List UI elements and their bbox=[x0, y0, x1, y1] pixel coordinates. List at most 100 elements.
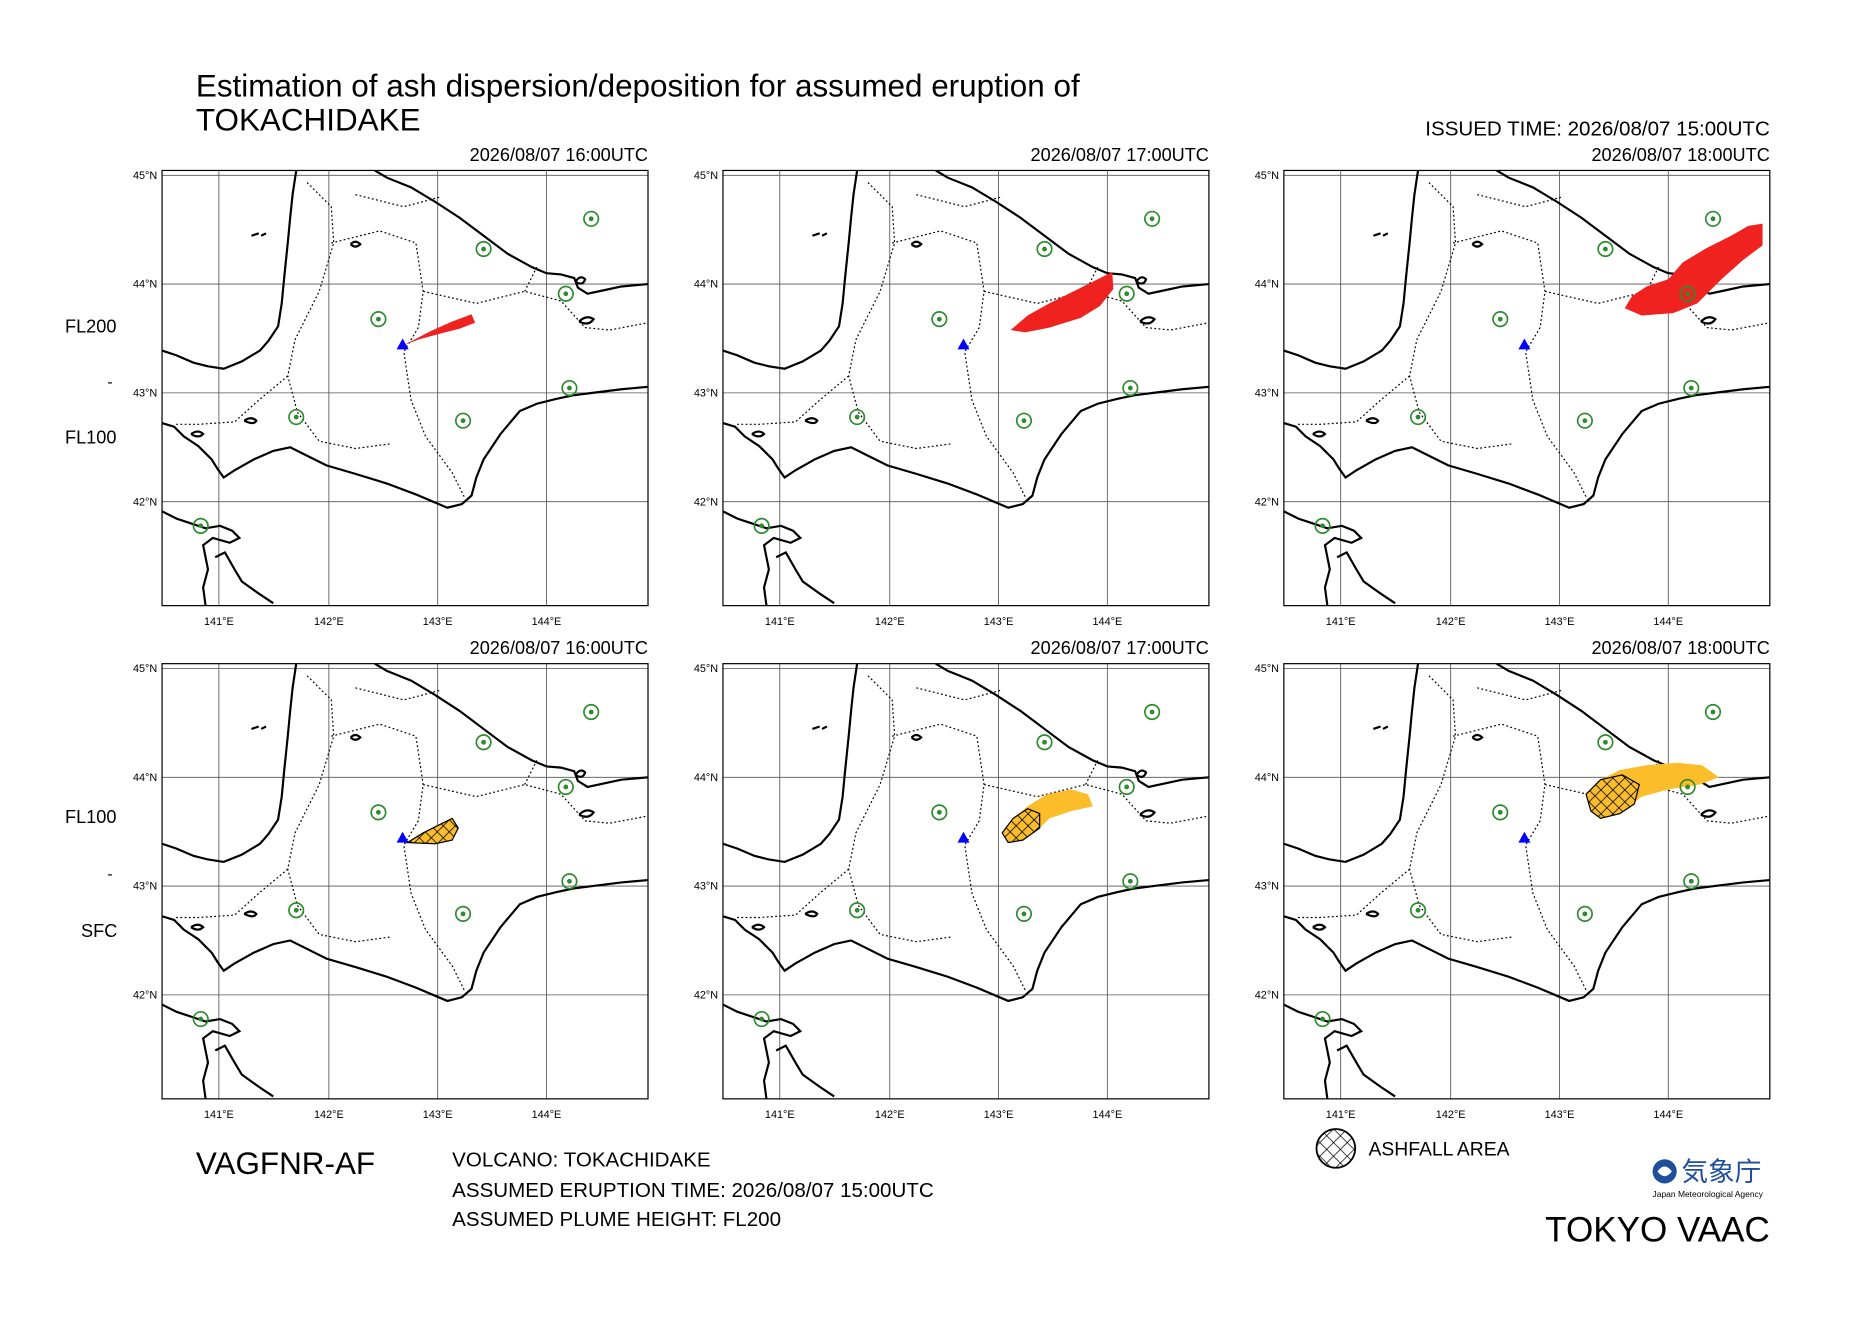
coastline bbox=[935, 170, 1209, 295]
coastline bbox=[1471, 240, 1484, 248]
map-panel: 2026/08/07 16:00UTC 45°N 44°N 43°N 42°N 141°E… bbox=[133, 145, 649, 628]
volcano-marker bbox=[396, 338, 409, 350]
lat-label: 43°N bbox=[1255, 388, 1279, 400]
lat-label: 45°N bbox=[694, 170, 718, 182]
coastline bbox=[1135, 276, 1148, 285]
coastline bbox=[1496, 663, 1770, 789]
station-dot bbox=[1497, 809, 1503, 815]
station-ring bbox=[583, 210, 600, 227]
station-ring bbox=[1409, 408, 1427, 426]
coastline bbox=[1700, 316, 1717, 325]
station-dot bbox=[1415, 414, 1421, 420]
lat-label: 42°N bbox=[694, 496, 718, 508]
station-dot bbox=[936, 316, 942, 322]
coastline bbox=[722, 510, 803, 606]
panel-time: 2026/08/07 16:00UTC bbox=[470, 145, 648, 165]
lon-label: 144°E bbox=[1653, 616, 1683, 628]
station-ring bbox=[1597, 734, 1614, 751]
coastline bbox=[162, 1003, 242, 1099]
coastline bbox=[578, 809, 596, 818]
map-content bbox=[722, 663, 1209, 1099]
lon-label: 141°E bbox=[1326, 616, 1356, 628]
station-dot bbox=[481, 739, 487, 745]
station-ring bbox=[1492, 804, 1509, 821]
lat-label: 44°N bbox=[133, 279, 157, 291]
coastline bbox=[1471, 733, 1484, 741]
ashfall-area bbox=[1585, 774, 1640, 820]
row-label: SFC bbox=[81, 921, 117, 941]
station-ring bbox=[1409, 902, 1427, 919]
lon-label: 144°E bbox=[1093, 616, 1123, 628]
coastline bbox=[722, 170, 859, 370]
lat-label: 43°N bbox=[133, 388, 157, 400]
station-dot bbox=[1602, 246, 1608, 252]
station-ring bbox=[849, 902, 866, 919]
boundary bbox=[423, 783, 649, 824]
title: Estimation of ash dispersion/deposition … bbox=[196, 69, 1080, 104]
plume-height: ASSUMED PLUME HEIGHT: FL200 bbox=[452, 1208, 781, 1231]
station-ring bbox=[1314, 1010, 1331, 1028]
station-ring bbox=[1492, 311, 1509, 328]
panel-frame bbox=[1283, 663, 1771, 1100]
lat-label: 44°N bbox=[694, 279, 718, 291]
panel-frame bbox=[161, 663, 649, 1100]
station-ring bbox=[475, 734, 492, 751]
station-ring bbox=[1314, 517, 1331, 534]
coastline bbox=[1372, 232, 1389, 237]
station-dot bbox=[1124, 784, 1130, 790]
station-dot bbox=[198, 1016, 204, 1022]
station-dot bbox=[376, 809, 381, 815]
coastline bbox=[1283, 510, 1364, 606]
boundary bbox=[735, 868, 850, 919]
ash-plume bbox=[405, 817, 459, 845]
lat-label: 42°N bbox=[1255, 496, 1279, 508]
station-ring bbox=[931, 804, 948, 821]
coastline bbox=[374, 170, 649, 295]
coastline bbox=[349, 733, 362, 741]
coastline bbox=[1283, 385, 1770, 509]
station-ring bbox=[557, 778, 574, 796]
station-ring bbox=[192, 517, 209, 534]
station-ring bbox=[1015, 905, 1033, 922]
coastline bbox=[804, 910, 819, 918]
coastline bbox=[349, 240, 362, 248]
lon-label: 141°E bbox=[1326, 1109, 1356, 1121]
station-dot bbox=[460, 911, 466, 917]
lon-label: 143°E bbox=[1545, 1109, 1575, 1121]
boundary bbox=[331, 230, 465, 498]
lat-label: 45°N bbox=[1255, 663, 1279, 675]
coastline bbox=[722, 878, 1209, 1003]
coastline bbox=[812, 232, 828, 237]
coastline bbox=[251, 232, 267, 237]
coastline bbox=[935, 663, 1209, 789]
lat-label: 43°N bbox=[694, 881, 718, 893]
station-ring bbox=[583, 703, 600, 721]
station-dot bbox=[1602, 739, 1608, 745]
boundary bbox=[1295, 868, 1410, 919]
coastline bbox=[190, 923, 205, 931]
boundary bbox=[1295, 375, 1410, 425]
station-ring bbox=[192, 1010, 209, 1028]
coastline bbox=[1139, 809, 1157, 818]
station-dot bbox=[1710, 709, 1716, 715]
ash-plume bbox=[402, 314, 476, 346]
station-dot bbox=[1320, 1016, 1325, 1022]
eruption-time: ASSUMED ERUPTION TIME: 2026/08/07 15:00U… bbox=[452, 1179, 934, 1202]
station-dot bbox=[1320, 523, 1325, 529]
ash-plume bbox=[1010, 271, 1114, 333]
logo-mark-inner bbox=[1657, 1166, 1672, 1177]
coastline bbox=[1312, 923, 1327, 931]
lon-label: 143°E bbox=[984, 1109, 1014, 1121]
station-ring bbox=[1576, 412, 1593, 429]
station-ring bbox=[1683, 379, 1700, 397]
coastline bbox=[812, 725, 828, 730]
station-dot bbox=[588, 216, 594, 222]
volcano-marker bbox=[1518, 831, 1531, 843]
map-panel: 2026/08/07 16:00UTC 45°N 44°N 43°N 42°N 141°E… bbox=[133, 638, 649, 1121]
center-name: TOKYO VAAC bbox=[1545, 1210, 1770, 1249]
coastline bbox=[804, 417, 819, 425]
coastline bbox=[574, 769, 587, 778]
coastline bbox=[214, 1044, 274, 1098]
coastline bbox=[1336, 551, 1396, 605]
